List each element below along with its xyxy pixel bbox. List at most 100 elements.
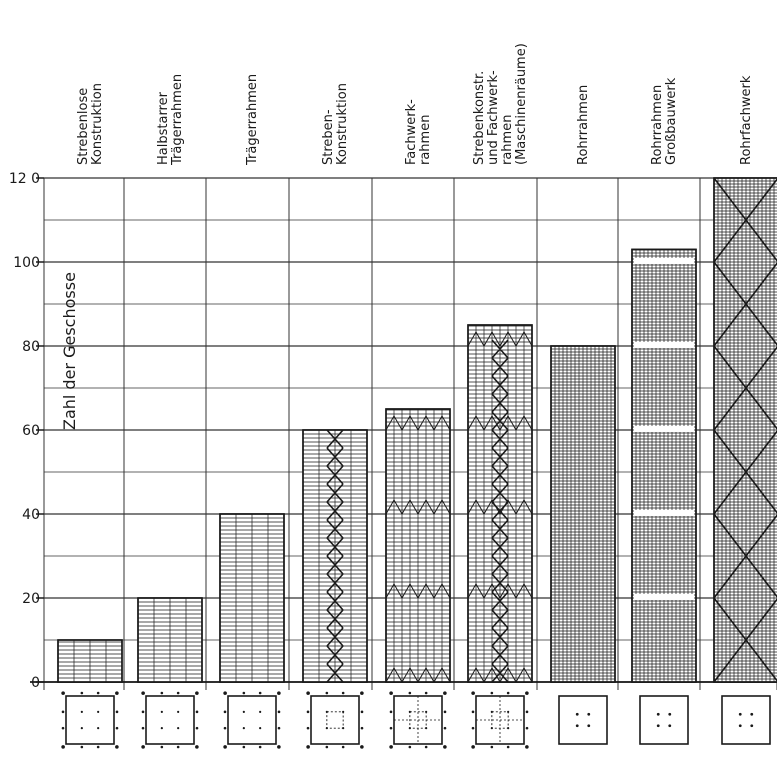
category-label-line: (Maschinenräume) — [514, 43, 529, 165]
category-label: Strebenkonstr. und Fachwerk-rahmen (Maschi… — [472, 43, 529, 165]
y-tick-label: 80 — [22, 339, 40, 355]
plan-column — [176, 691, 180, 695]
belt-band — [634, 426, 694, 432]
bar — [631, 248, 697, 683]
category-label-line: Streben- — [321, 109, 336, 165]
bar-x-bracing — [713, 177, 777, 683]
plan-column — [277, 745, 281, 749]
plan-column — [259, 710, 262, 713]
bar — [713, 177, 777, 683]
category-label-line: Großbauwerk — [664, 77, 679, 165]
plan-column — [258, 745, 262, 749]
plan-column — [177, 710, 180, 713]
plan-column — [115, 726, 119, 730]
category-label-line: Trägerrahmen — [170, 74, 185, 166]
category-label: Rohrrahmen — [576, 85, 591, 165]
plan-column — [525, 726, 529, 730]
plan-column — [360, 691, 364, 695]
bar-outline — [713, 177, 777, 683]
plan-column — [160, 727, 163, 730]
y-tick-label: 100 — [13, 255, 40, 271]
plan-column — [506, 691, 510, 695]
plan-column — [656, 724, 660, 728]
plan-column — [443, 745, 447, 749]
bar-bracing — [326, 429, 344, 683]
plan-column — [61, 710, 65, 714]
plan-column — [408, 745, 412, 749]
belt-band — [634, 258, 694, 264]
bar — [467, 324, 533, 683]
plan-column — [389, 726, 393, 730]
plan-column — [223, 691, 227, 695]
plan-column — [325, 691, 329, 695]
plan-column — [490, 745, 494, 749]
plan-column — [360, 726, 364, 730]
plan-outline — [721, 695, 771, 745]
y-tick-label: 40 — [22, 507, 40, 523]
plan-core — [326, 711, 344, 729]
plan-column — [408, 691, 412, 695]
bar-truss — [385, 414, 451, 683]
plan-column — [341, 745, 345, 749]
plan-column — [443, 710, 447, 714]
bar-outline — [631, 248, 697, 683]
floor-plan-icon — [61, 691, 119, 749]
plan-column — [258, 691, 262, 695]
bar-outline — [467, 324, 533, 683]
floor-plan-icon — [721, 695, 771, 745]
plan-column — [424, 691, 428, 695]
bar-outline — [137, 597, 203, 683]
plan-column — [306, 726, 310, 730]
plan-column — [61, 745, 65, 749]
plan-column — [141, 710, 145, 714]
plan-column — [750, 724, 754, 728]
plan-column — [160, 691, 164, 695]
plan-column — [223, 745, 227, 749]
floor-plan-icon — [471, 691, 529, 749]
plan-column — [277, 691, 281, 695]
bar-hatching — [220, 514, 284, 682]
category-label: Rohrrahmen Großbauwerk — [650, 77, 679, 165]
plan-column — [80, 727, 83, 730]
bars — [57, 177, 777, 683]
plan-column — [195, 745, 199, 749]
plan-column — [360, 710, 364, 714]
plan-column — [80, 710, 83, 713]
plan-column — [738, 712, 742, 716]
plan-bracing-lines — [394, 696, 442, 744]
plan-column — [96, 745, 100, 749]
bar-outline — [302, 429, 368, 683]
floor-plans — [61, 691, 771, 749]
plan-column — [97, 727, 100, 730]
plan-column — [668, 712, 672, 716]
floor-plan-icon — [558, 695, 608, 745]
plan-outline — [310, 695, 360, 745]
plan-column — [160, 710, 163, 713]
plan-column — [306, 745, 310, 749]
plan-column — [490, 691, 494, 695]
plan-column — [471, 745, 475, 749]
category-label-line: Rohrfachwerk — [739, 75, 754, 165]
plan-column — [306, 710, 310, 714]
belt-band — [634, 594, 694, 600]
plan-outline — [227, 695, 277, 745]
y-axis-label: Zahl der Geschosse — [60, 272, 79, 430]
plan-column — [97, 710, 100, 713]
bar — [219, 513, 285, 683]
bar-outline — [385, 408, 451, 683]
category-label-line: Halbstarrer — [156, 91, 171, 165]
y-tick-label: 0 — [31, 675, 40, 691]
plan-column — [389, 745, 393, 749]
plan-column — [443, 726, 447, 730]
bar-outline — [550, 345, 616, 683]
plan-column — [306, 691, 310, 695]
plan-column — [61, 726, 65, 730]
belt-band — [634, 342, 694, 348]
plan-outline — [639, 695, 689, 745]
plan-column — [587, 712, 591, 716]
plan-column — [223, 726, 227, 730]
y-tick-label: 12 0 — [9, 171, 40, 187]
plan-column — [160, 745, 164, 749]
plan-column — [471, 691, 475, 695]
